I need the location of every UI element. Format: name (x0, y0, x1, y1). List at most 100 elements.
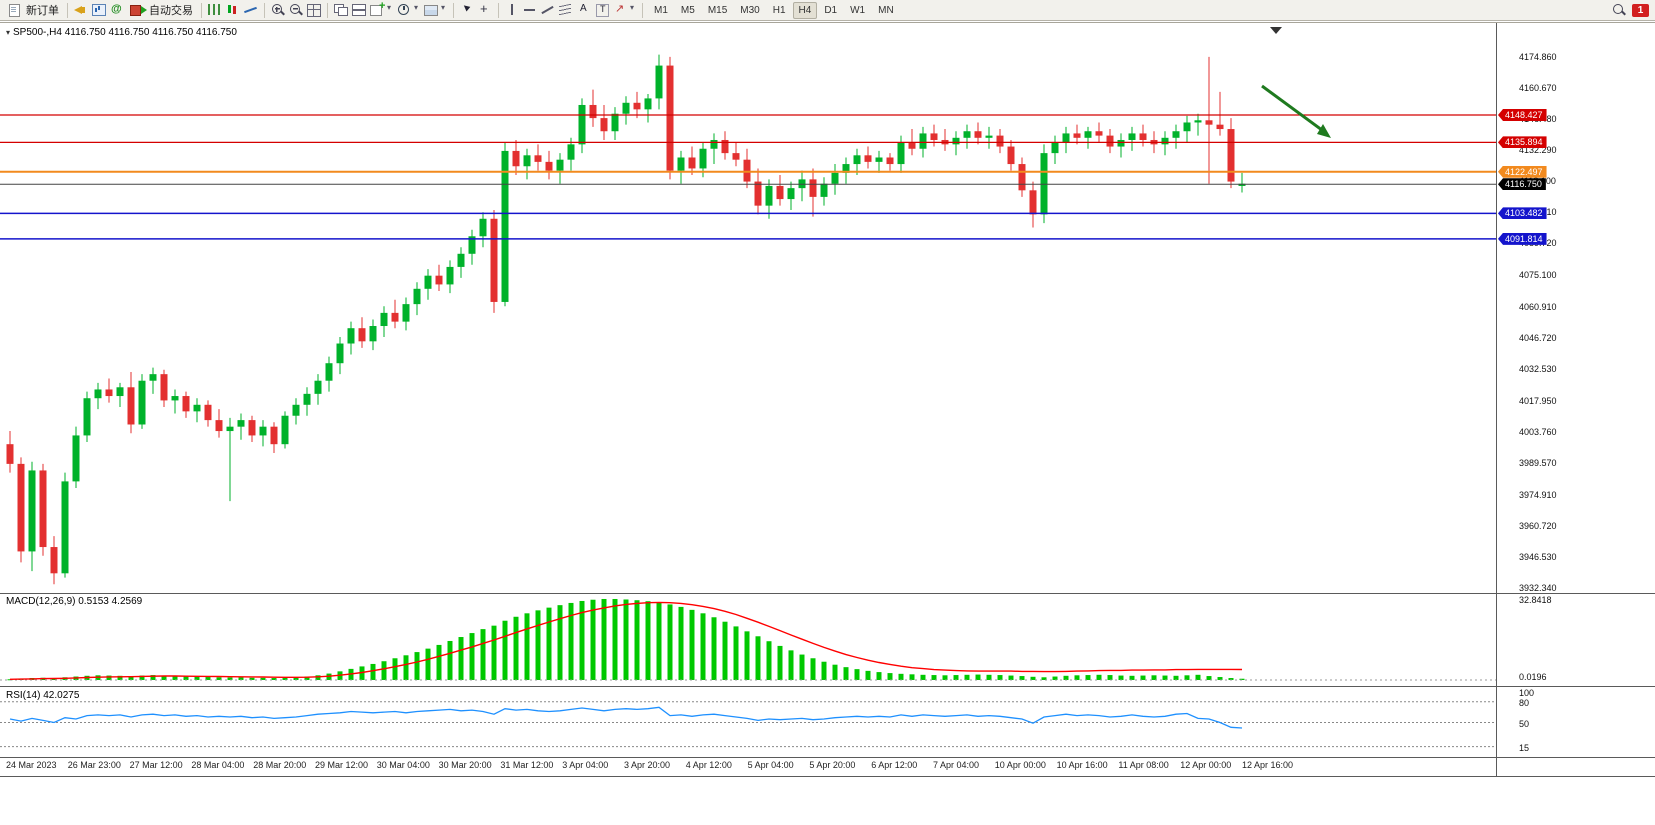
bear-candle (864, 155, 872, 162)
line-chart-icon[interactable] (243, 3, 259, 17)
date-label: 12 Apr 00:00 (1180, 760, 1232, 770)
bull-candle (963, 131, 971, 138)
dropdown-caret-icon[interactable] (441, 3, 448, 17)
zoom-out-icon[interactable] (288, 3, 304, 17)
new-chart-icon[interactable] (369, 0, 385, 17)
macd-histogram-bar (656, 602, 662, 680)
timeframe-h1[interactable]: H1 (772, 4, 786, 16)
timeframe-mn[interactable]: MN (878, 4, 894, 16)
bear-candle (490, 218, 498, 302)
trendline-tool-icon[interactable] (540, 3, 556, 17)
notification-badge[interactable]: 1 (1632, 3, 1649, 17)
timeframe-h4[interactable]: H4 (792, 1, 818, 19)
panel-splitter[interactable] (0, 686, 1655, 687)
bear-candle (1029, 190, 1037, 215)
horizontal-line-tool-icon[interactable] (522, 3, 538, 17)
bull-candle (820, 183, 828, 197)
dropdown-caret-icon[interactable] (387, 3, 394, 17)
rsi-scale[interactable]: 100 80 50 15 (1497, 688, 1655, 757)
timeframe-w1[interactable]: W1 (850, 4, 866, 16)
text-label-tool-icon[interactable] (594, 3, 610, 17)
macd-histogram-bar (832, 664, 838, 680)
bull-candle (710, 139, 718, 149)
bull-candle (1062, 133, 1070, 143)
horn-icon[interactable] (73, 3, 89, 17)
macd-histogram-bar (513, 616, 519, 680)
time-scale[interactable]: 24 Mar 2023 26 Mar 23:00 27 Mar 12:00 28 Ma… (0, 758, 1496, 775)
bear-candle (534, 155, 542, 162)
community-icon[interactable] (109, 3, 125, 17)
macd-histogram-bar (986, 674, 992, 680)
timeframe-m30[interactable]: M30 (740, 4, 760, 16)
arrow-annotation-shaft[interactable] (1261, 84, 1327, 135)
cursor-icon[interactable] (459, 3, 475, 17)
chart-window-icon[interactable] (91, 3, 107, 17)
bar-chart-icon[interactable] (207, 3, 223, 17)
chart-shift-marker[interactable] (1270, 27, 1282, 34)
arrow-annotation-head[interactable] (1317, 124, 1331, 138)
macd-histogram-bar (777, 645, 783, 680)
candlestick-chart-icon[interactable] (225, 3, 241, 17)
macd-histogram-bar (1085, 675, 1091, 680)
price-chart-canvas[interactable] (0, 24, 1496, 593)
macd-histogram-bar (315, 675, 321, 680)
macd-histogram-bar (238, 677, 244, 680)
bear-candle (908, 142, 916, 149)
price-tag: 4148.427 (1498, 108, 1547, 121)
timeframe-m15[interactable]: M15 (707, 4, 728, 16)
macd-histogram-bar (568, 602, 574, 680)
tile-horizontal-icon[interactable] (351, 3, 367, 17)
bull-candle (853, 155, 861, 165)
search-icon[interactable] (1611, 3, 1627, 17)
macd-axis-label: 0.0196 (1519, 672, 1547, 682)
tile-windows-icon[interactable] (306, 3, 322, 17)
date-label: 5 Apr 04:00 (747, 760, 794, 770)
timeframe-m1[interactable]: M1 (654, 4, 668, 16)
rsi-value: 42.0275 (43, 690, 80, 701)
bull-candle (457, 253, 465, 267)
price-scale[interactable]: 4174.8604160.6704146.4804132.2904118.100… (1497, 24, 1655, 593)
bear-candle (215, 420, 223, 432)
bull-candle (72, 435, 80, 482)
macd-histogram-bar (1195, 674, 1201, 680)
scale-divider (1496, 23, 1497, 777)
macd-histogram-bar (392, 658, 398, 680)
price-axis-label: 4160.670 (1519, 83, 1557, 94)
crosshair-icon[interactable] (477, 1, 493, 17)
bear-candle (666, 65, 674, 171)
macd-scale[interactable]: 32.8418 0.0196 (1497, 594, 1655, 686)
macd-histogram-bar (810, 658, 816, 680)
bull-candle (1183, 122, 1191, 132)
bull-candle (468, 236, 476, 254)
panel-splitter[interactable] (0, 593, 1655, 594)
macd-canvas[interactable] (0, 594, 1496, 686)
arrows-tool-icon[interactable] (612, 2, 628, 17)
timeframe-m5[interactable]: M5 (680, 4, 695, 16)
cascade-windows-icon[interactable] (333, 3, 349, 17)
main-toolbar: 新订单 自动交易 M1 M5 M15 M30 H1 H4 D1 W1 MN 1 (0, 0, 1655, 21)
macd-histogram-bar (887, 673, 893, 680)
bear-candle (776, 185, 784, 200)
macd-histogram-bar (359, 666, 365, 680)
timeframe-d1[interactable]: D1 (824, 4, 838, 16)
text-tool-icon[interactable] (576, 3, 592, 17)
period-icon[interactable] (396, 3, 412, 17)
bull-candle (424, 275, 432, 289)
bull-candle (567, 144, 575, 160)
dropdown-caret-icon[interactable] (630, 3, 637, 17)
bull-candle (897, 142, 905, 165)
auto-trading-button[interactable]: 自动交易 (127, 2, 196, 18)
dropdown-caret-icon[interactable] (414, 3, 421, 17)
template-icon[interactable] (423, 3, 439, 17)
new-order-button[interactable]: 新订单 (4, 2, 62, 18)
macd-histogram-bar (942, 675, 948, 680)
fibonacci-tool-icon[interactable] (558, 3, 574, 17)
bear-candle (17, 463, 25, 552)
vertical-line-tool-icon[interactable] (504, 3, 520, 17)
panel-splitter[interactable] (0, 757, 1655, 758)
macd-signal-line (9, 601, 1243, 680)
rsi-canvas[interactable] (0, 688, 1496, 757)
bear-candle (160, 374, 168, 401)
zoom-in-icon[interactable] (270, 3, 286, 17)
chevron-down-icon[interactable]: ▾ (6, 28, 11, 37)
